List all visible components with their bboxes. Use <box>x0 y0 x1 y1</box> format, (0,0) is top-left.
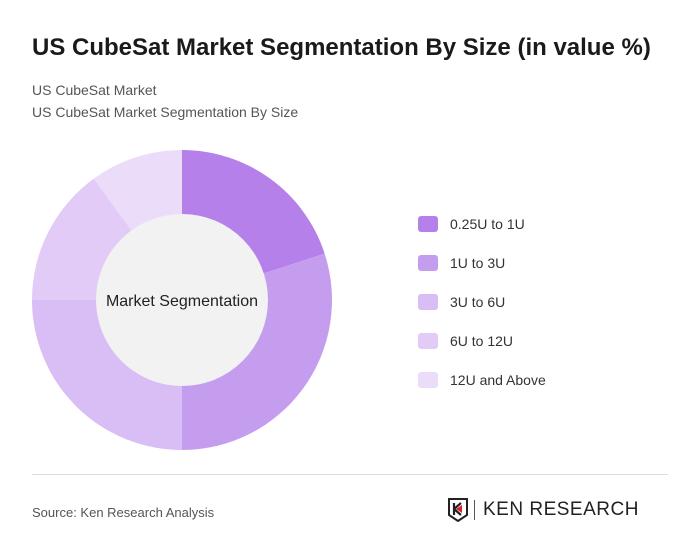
source-note: Source: Ken Research Analysis <box>32 505 215 520</box>
legend-item: 6U to 12U <box>418 331 546 351</box>
legend-item: 3U to 6U <box>418 292 546 312</box>
legend-swatch <box>418 333 438 349</box>
legend-label: 6U to 12U <box>450 333 514 349</box>
legend-item: 1U to 3U <box>418 253 546 273</box>
legend-label: 12U and Above <box>450 372 546 388</box>
center-label: Market Segmentation <box>106 293 258 310</box>
ken-research-logo: KEN RESEARCH <box>448 498 639 522</box>
legend-swatch <box>418 294 438 310</box>
legend-label: 1U to 3U <box>450 255 506 271</box>
breadcrumb-segment: US CubeSat Market Segmentation By Size <box>32 104 299 120</box>
legend-swatch <box>418 255 438 271</box>
logo-mark-icon <box>448 498 468 522</box>
divider <box>32 474 668 475</box>
legend-swatch <box>418 216 438 232</box>
donut-hole <box>96 214 268 386</box>
legend-item: 12U and Above <box>418 370 546 390</box>
logo-text: KEN RESEARCH <box>483 499 639 520</box>
breadcrumb-market: US CubeSat Market <box>32 82 157 98</box>
chart-title: US CubeSat Market Segmentation By Size (… <box>32 34 651 61</box>
legend-label: 3U to 6U <box>450 294 506 310</box>
legend-item: 0.25U to 1U <box>418 214 546 234</box>
legend-label: 0.25U to 1U <box>450 216 525 232</box>
donut-chart: Market Segmentation <box>32 150 332 450</box>
legend-swatch <box>418 372 438 388</box>
legend: 0.25U to 1U 1U to 3U 3U to 6U 6U to 12U 12U … <box>418 214 546 409</box>
